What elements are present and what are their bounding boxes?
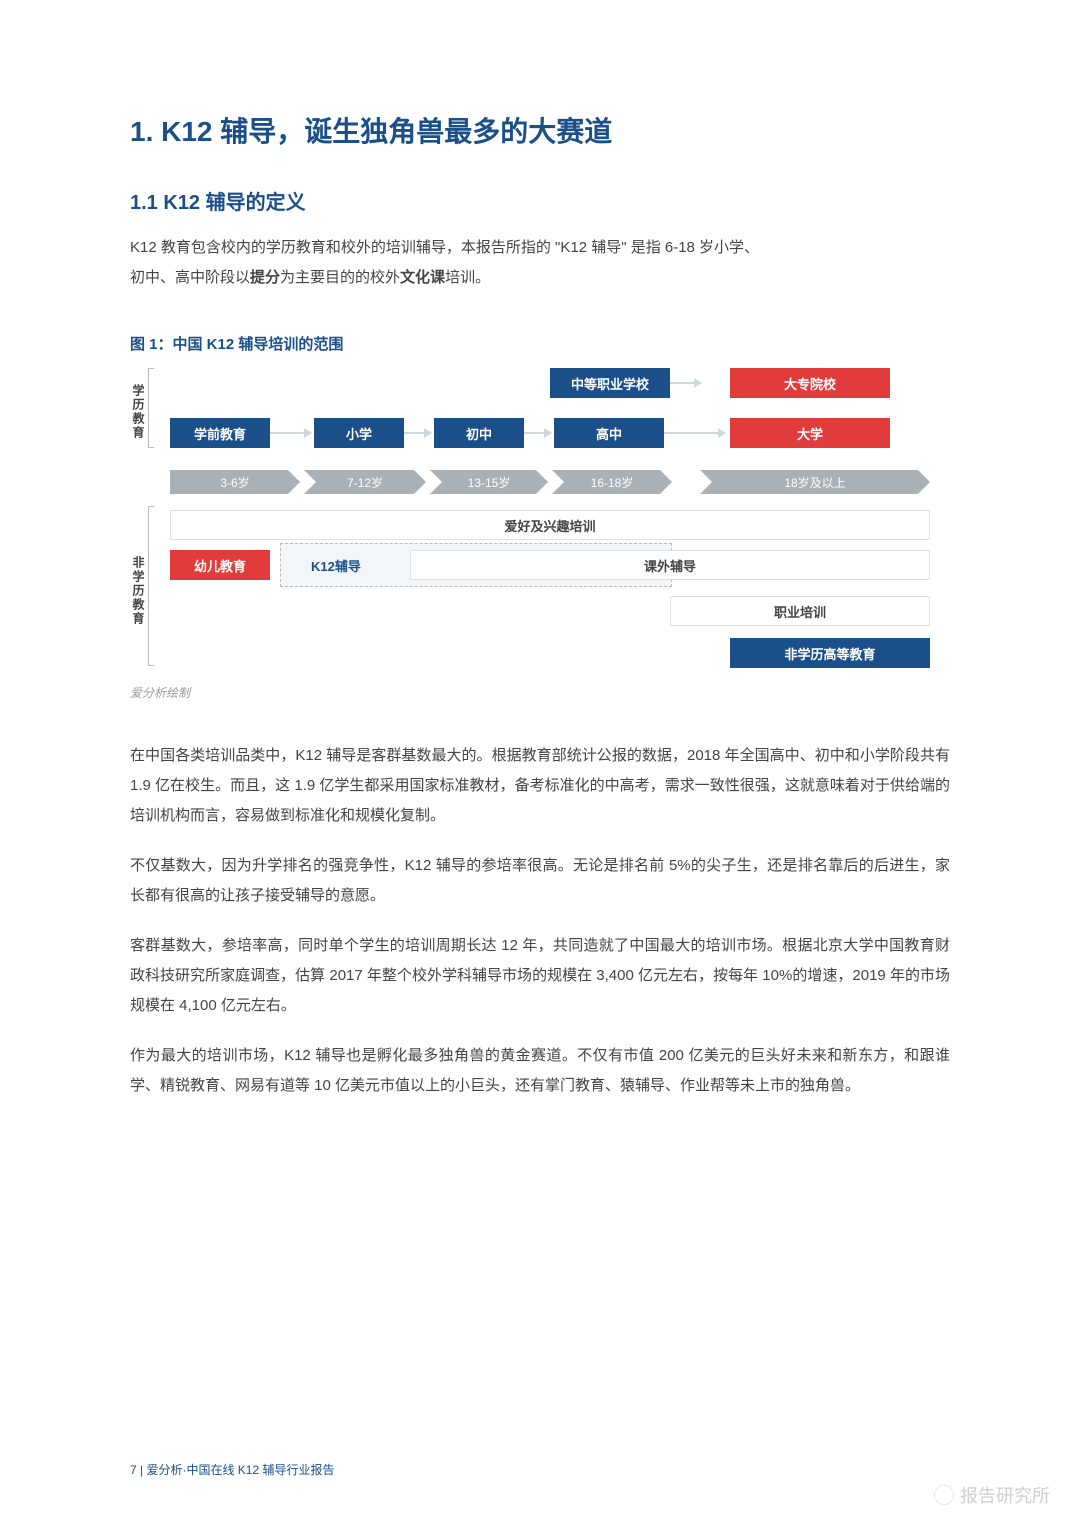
paragraph-1: 在中国各类培训品类中，K12 辅导是客群基数最大的。根据教育部统计公报的数据，2… (130, 741, 950, 831)
intro-bold-2: 文化课 (400, 269, 445, 286)
intro-paragraph: K12 教育包含校内的学历教育和校外的培训辅导，本报告所指的 "K12 辅导" … (130, 233, 950, 293)
box-vocational-school: 中等职业学校 (550, 368, 670, 398)
box-preschool: 学前教育 (170, 418, 270, 448)
box-hobby-training: 爱好及兴趣培训 (170, 510, 930, 540)
box-college: 大专院校 (730, 368, 890, 398)
intro-post: 培训。 (445, 269, 490, 286)
watermark-text: 报告研究所 (960, 1482, 1050, 1508)
figure-source: 爱分析绘制 (130, 684, 950, 701)
bracket-bottom (148, 506, 154, 666)
paragraph-2: 不仅基数大，因为升学排名的强竞争性，K12 辅导的参培率很高。无论是排名前 5%… (130, 851, 950, 911)
intro-bold-1: 提分 (250, 269, 280, 286)
age-band-1: 3-6岁 (170, 470, 300, 494)
age-band-5: 18岁及以上 (700, 470, 930, 494)
page-footer: 7 | 爱分析·中国在线 K12 辅导行业报告 (130, 1461, 334, 1478)
box-university: 大学 (730, 418, 890, 448)
paragraph-3: 客群基数大，参培率高，同时单个学生的培训周期长达 12 年，共同造就了中国最大的… (130, 931, 950, 1021)
age-band-2: 7-12岁 (304, 470, 426, 494)
watermark-icon (934, 1485, 954, 1505)
box-vocational-training: 职业培训 (670, 596, 930, 626)
watermark: 报告研究所 (934, 1482, 1050, 1508)
arrow-pre-primary (270, 432, 310, 434)
arrow-senior-univ (664, 432, 724, 434)
box-child-education: 幼儿教育 (170, 550, 270, 580)
box-junior: 初中 (434, 418, 524, 448)
intro-line-1: K12 教育包含校内的学历教育和校外的培训辅导，本报告所指的 "K12 辅导" … (130, 239, 759, 256)
arrow-voc-college (670, 382, 700, 384)
intro-mid: 为主要目的的校外 (280, 269, 400, 286)
bracket-top (148, 368, 154, 448)
intro-pre: 初中、高中阶段以 (130, 269, 250, 286)
vlabel-academic: 学历教育 (130, 384, 147, 440)
heading-2: 1.1 K12 辅导的定义 (130, 186, 950, 215)
paragraph-4: 作为最大的培训市场，K12 辅导也是孵化最多独角兽的黄金赛道。不仅有市值 200… (130, 1041, 950, 1101)
vlabel-nonacademic: 非学历教育 (130, 556, 147, 626)
box-extra-tutoring: 课外辅导 (410, 550, 930, 580)
box-nonacademic-higher: 非学历高等教育 (730, 638, 930, 668)
diagram-k12-scope: 学历教育 非学历教育 中等职业学校 大专院校 学前教育 小学 初中 高中 大学 … (130, 368, 950, 678)
arrow-junior-senior (524, 432, 550, 434)
box-senior: 高中 (554, 418, 664, 448)
box-primary: 小学 (314, 418, 404, 448)
age-band-3: 13-15岁 (430, 470, 548, 494)
arrow-primary-junior (404, 432, 430, 434)
figure-caption: 图 1：中国 K12 辅导培训的范围 (130, 333, 950, 354)
age-band-4: 16-18岁 (552, 470, 672, 494)
heading-1: 1. K12 辅导，诞生独角兽最多的大赛道 (130, 110, 950, 150)
